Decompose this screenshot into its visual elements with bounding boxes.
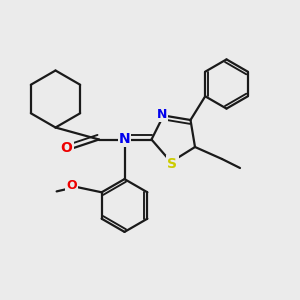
Text: O: O <box>66 179 76 192</box>
Text: O: O <box>61 141 73 154</box>
Text: N: N <box>157 107 167 121</box>
Text: N: N <box>119 132 130 146</box>
Text: S: S <box>167 157 178 170</box>
